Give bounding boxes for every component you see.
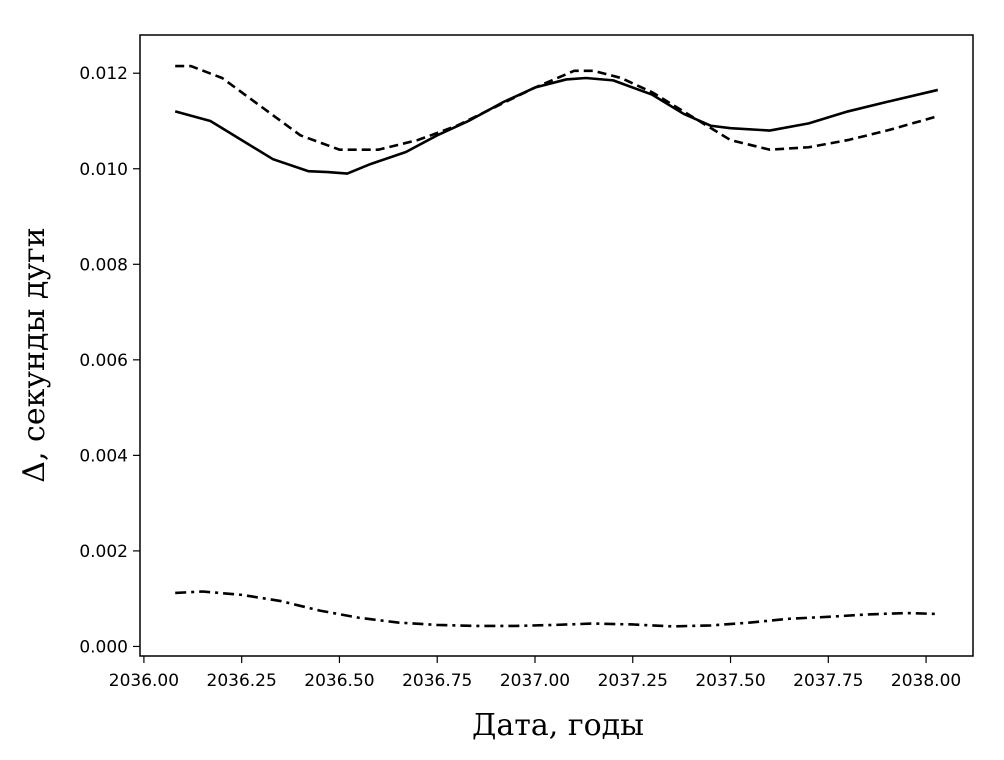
series-line-dashed — [175, 64, 939, 151]
series-line-solid — [174, 76, 939, 175]
x-axis-label: Дата, годы — [472, 708, 644, 743]
series-line-dashdot — [175, 590, 938, 628]
x-tick-label: 2037.00 — [500, 671, 570, 691]
y-tick-label: 0.004 — [79, 446, 128, 466]
x-tick-label: 2036.50 — [304, 671, 374, 691]
y-tick-label: 0.006 — [79, 351, 128, 371]
x-axis-ticks: 2036.00 2036.25 2036.50 2036.75 2037.00 2037.… — [109, 656, 961, 691]
x-tick-label: 2037.50 — [695, 671, 765, 691]
x-tick-label: 2036.75 — [402, 671, 472, 691]
series-layer — [174, 64, 939, 628]
x-tick-label: 2037.75 — [793, 671, 863, 691]
x-tick-label: 2036.25 — [207, 671, 277, 691]
y-tick-label: 0.000 — [79, 637, 128, 657]
y-tick-label: 0.008 — [79, 255, 128, 275]
y-axis-label: Δ, секунды дуги — [17, 227, 52, 482]
y-tick-label: 0.002 — [79, 542, 128, 562]
x-tick-label: 2037.25 — [598, 671, 668, 691]
x-tick-label: 2038.00 — [891, 671, 961, 691]
y-axis-ticks: 0.000 0.002 0.004 0.006 0.008 0.010 0.012 — [79, 64, 140, 657]
plot-area — [139, 34, 974, 657]
y-tick-label: 0.010 — [79, 160, 128, 180]
x-tick-label: 2036.00 — [109, 671, 179, 691]
y-tick-label: 0.012 — [79, 64, 128, 84]
plot-frame — [139, 34, 974, 657]
